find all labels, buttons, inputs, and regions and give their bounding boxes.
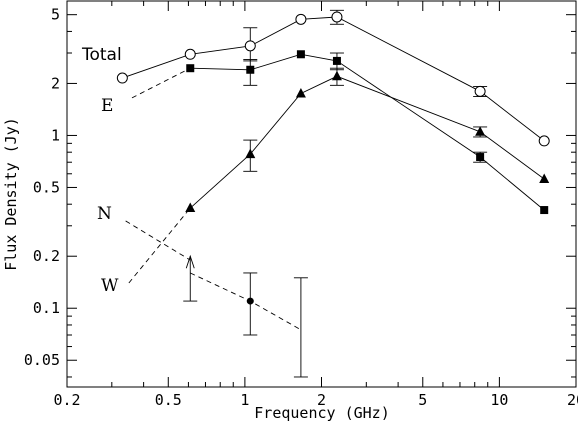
- axis-ticks: [66, 1, 577, 387]
- total-point: [184, 48, 196, 60]
- e-point: [296, 50, 305, 59]
- extrapolation-line-n: [125, 220, 191, 261]
- annotation-n: N: [97, 204, 112, 224]
- x-axis-label: Frequency (GHz): [254, 404, 389, 422]
- y-axis-label: Flux Density (Jy): [2, 117, 20, 271]
- series-line-n: [190, 272, 302, 331]
- x-tick-label: 20: [567, 391, 578, 409]
- total-point: [244, 40, 256, 52]
- y-tick-label: 5: [51, 6, 60, 24]
- total-point: [538, 135, 550, 147]
- x-tick-label: 1: [240, 391, 249, 409]
- w-point: [245, 148, 256, 159]
- tick-labels: 0.2 0.5 1 2 5 10 20 0.05 0.1 0.2 0.5 1 2 5: [24, 6, 578, 409]
- error-bars: [183, 9, 488, 378]
- y-tick-label: 2: [51, 74, 60, 92]
- e-point: [332, 56, 341, 65]
- x-tick-label: 0.5: [155, 391, 182, 409]
- w-point: [539, 173, 550, 183]
- w-point: [295, 87, 306, 98]
- lower-limit-arrow: [185, 254, 195, 269]
- e-point: [476, 153, 485, 162]
- y-tick-label: 0.1: [33, 299, 60, 317]
- total-point: [331, 11, 343, 23]
- annotation-w: W: [101, 276, 119, 296]
- y-tick-label: 0.5: [33, 178, 60, 196]
- x-tick-label: 10: [490, 391, 508, 409]
- w-point: [185, 202, 196, 213]
- extrapolation-line-e: [131, 67, 191, 99]
- w-point: [475, 126, 486, 136]
- series-line-w: [189, 75, 545, 209]
- x-tick-label: 2: [317, 391, 326, 409]
- e-point: [186, 64, 195, 73]
- x-tick-label: 0.2: [53, 391, 80, 409]
- total-point: [116, 72, 128, 84]
- x-tick-label: 5: [418, 391, 427, 409]
- total-point: [474, 85, 486, 97]
- series-line-e: [190, 53, 545, 211]
- y-tick-label: 0.05: [24, 351, 60, 369]
- extrapolation-line-w: [128, 207, 191, 284]
- plot-frame: [66, 0, 577, 388]
- data-markers: [116, 11, 550, 305]
- n-point: [246, 297, 254, 305]
- annotation-total: Total: [81, 45, 122, 65]
- total-point: [295, 13, 307, 25]
- y-tick-label: 1: [51, 126, 60, 144]
- e-point: [246, 65, 255, 74]
- w-point: [331, 70, 342, 81]
- y-tick-label: 0.2: [33, 247, 60, 265]
- e-point: [540, 206, 549, 215]
- annotation-e: E: [101, 96, 113, 116]
